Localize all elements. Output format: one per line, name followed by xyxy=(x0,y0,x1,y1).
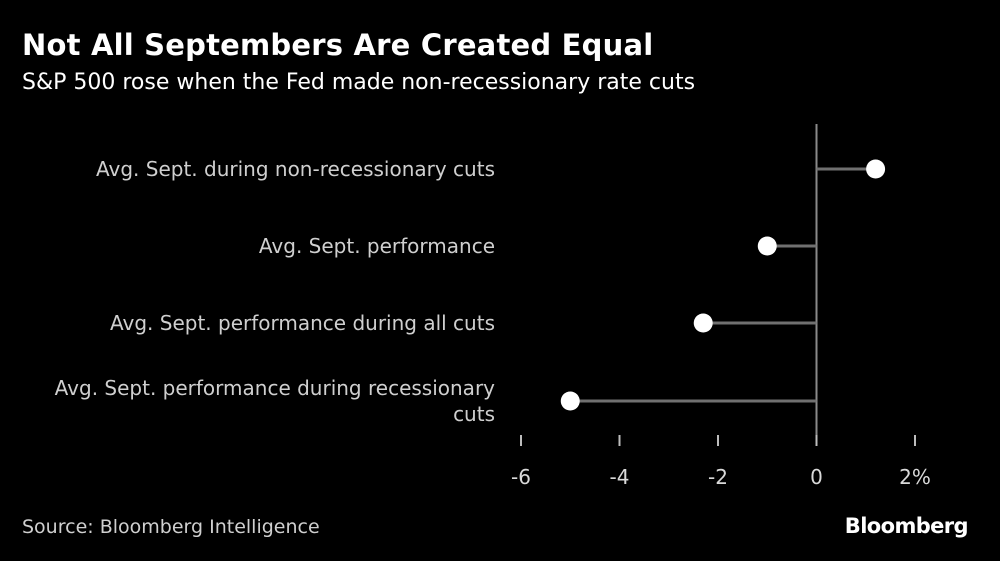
category-label: Avg. Sept. during non-recessionary cuts xyxy=(96,157,495,181)
bloomberg-logo: Bloomberg xyxy=(844,514,969,538)
x-tick-label: -6 xyxy=(511,465,531,489)
x-tick-label: 2% xyxy=(899,465,931,489)
category-label: Avg. Sept. performance xyxy=(259,234,495,258)
data-point xyxy=(693,313,713,333)
chart-title: Not All Septembers Are Created Equal xyxy=(22,28,654,62)
source-note: Source: Bloomberg Intelligence xyxy=(22,516,320,538)
category-label: Avg. Sept. performance during recessiona… xyxy=(55,376,496,400)
data-point xyxy=(560,391,580,411)
x-tick-label: 0 xyxy=(810,465,823,489)
x-tick-label: -4 xyxy=(610,465,630,489)
category-label: cuts xyxy=(453,402,495,426)
chart-subtitle: S&P 500 rose when the Fed made non-reces… xyxy=(22,70,696,95)
data-point xyxy=(757,236,777,256)
data-point xyxy=(866,159,886,179)
category-label: Avg. Sept. performance during all cuts xyxy=(110,311,495,335)
x-tick-label: -2 xyxy=(708,465,728,489)
